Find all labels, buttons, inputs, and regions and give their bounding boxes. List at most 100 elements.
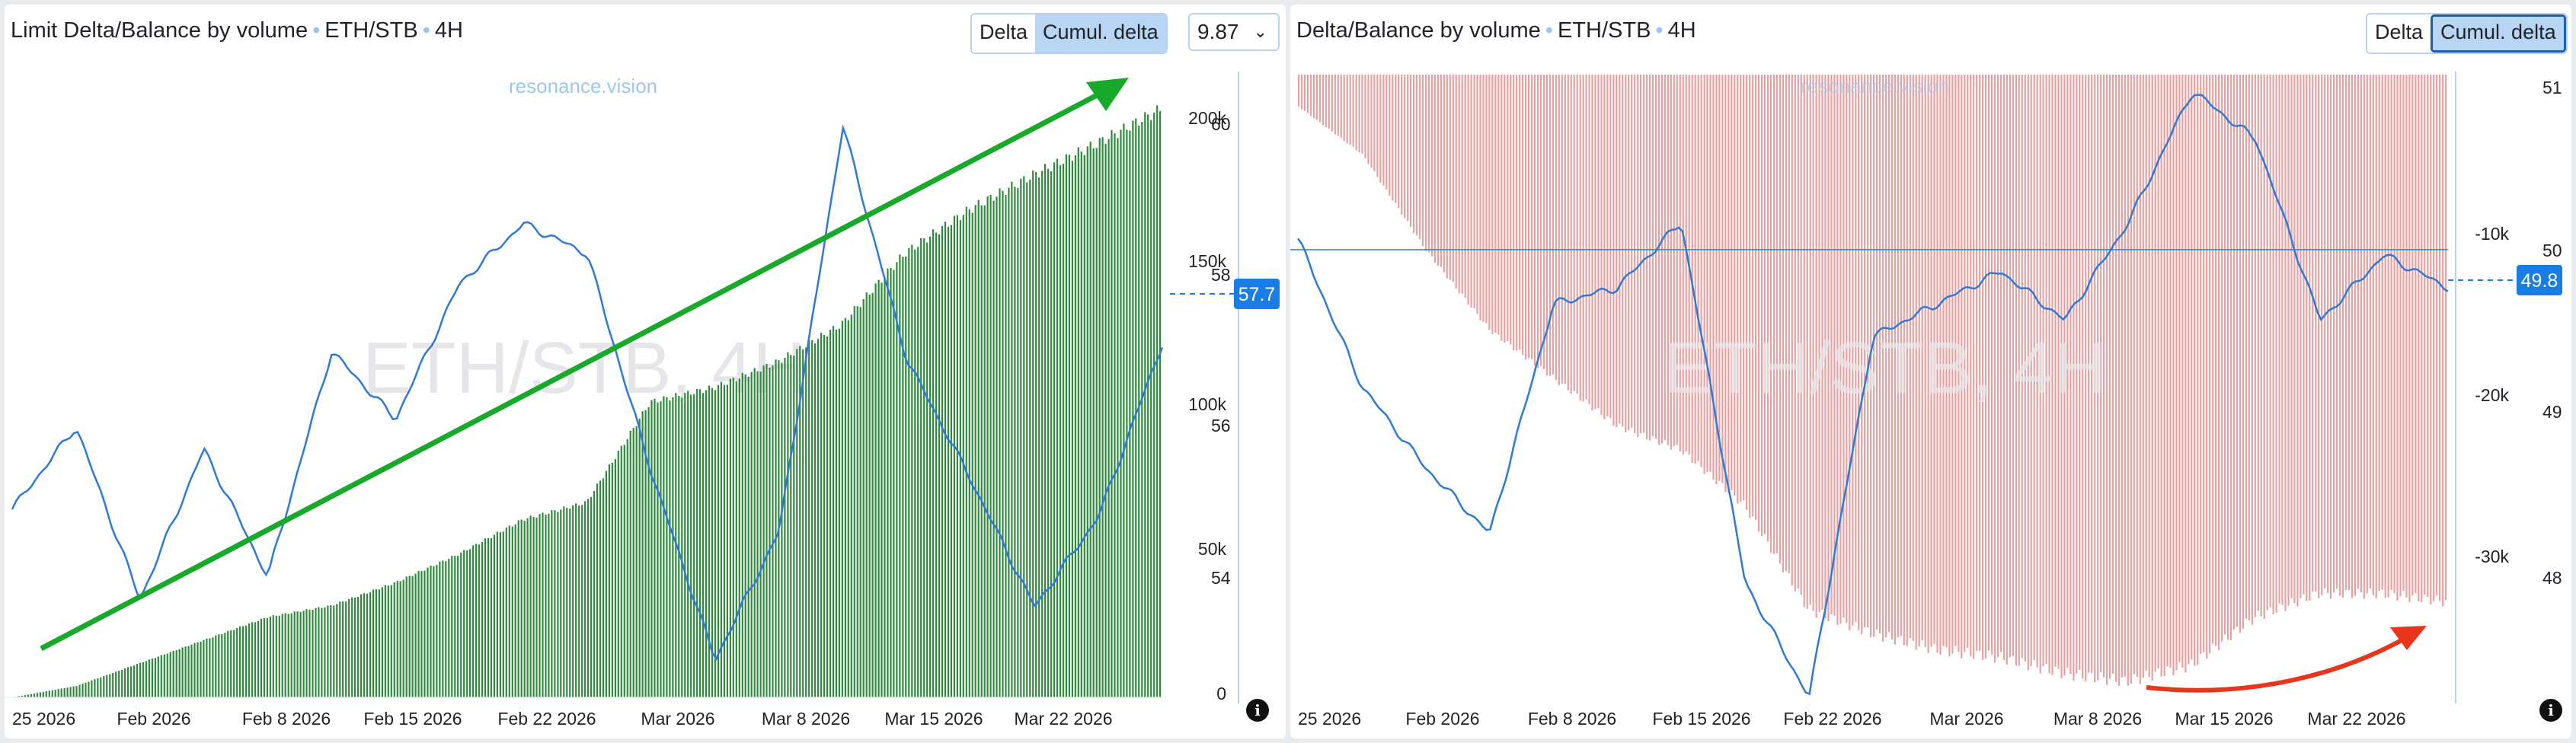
delta-bar (750, 372, 753, 697)
delta-bar (896, 262, 898, 697)
delta-bar (2012, 75, 2014, 656)
delta-bar (1839, 75, 1842, 624)
delta-bar (1328, 75, 1330, 129)
x-axis-tick: Mar 8 2026 (762, 709, 850, 729)
delta-bar (1138, 125, 1140, 698)
x-axis-tick: Feb 15 2026 (363, 709, 462, 729)
delta-bar (384, 585, 386, 697)
delta-bar (2215, 75, 2217, 646)
delta-bar (1358, 75, 1360, 153)
delta-bar (2060, 75, 2063, 678)
delta-bar (1482, 75, 1485, 322)
delta-bar (862, 298, 865, 697)
delta-bar (539, 514, 541, 697)
delta-bar (529, 515, 532, 697)
delta-bar (2405, 75, 2408, 598)
delta-bar (578, 505, 580, 697)
delta-bar (1588, 75, 1590, 404)
delta-bar (545, 515, 547, 697)
delta-bar (63, 687, 66, 697)
delta-bar (1582, 75, 1584, 402)
delta-bar (2002, 75, 2006, 660)
delta-bar (484, 538, 487, 697)
cumul-delta-option[interactable]: Cumul. delta (2431, 14, 2566, 53)
delta-bar (445, 561, 447, 697)
delta-bar (166, 653, 168, 697)
delta-bar (2151, 75, 2153, 681)
delta-bar (148, 659, 150, 697)
delta-bar (877, 279, 880, 698)
delta-bar (1056, 158, 1059, 697)
delta-bar (281, 614, 283, 697)
chart-canvas[interactable]: ETH/STB, 4H resonance.vision -10k -20k -30… (1290, 5, 2571, 738)
delta-bar (1700, 75, 1702, 467)
delta-bar (708, 385, 711, 697)
delta-bar (378, 589, 380, 697)
delta-bar (1779, 75, 1781, 564)
delta-bar (287, 614, 289, 697)
delta-bar (2336, 75, 2338, 589)
info-icon[interactable]: i (2539, 699, 2562, 722)
delta-bar (2194, 75, 2196, 666)
delta-bar (853, 306, 855, 698)
delta-bar (290, 613, 292, 697)
delta-bar (36, 693, 38, 697)
chart-canvas[interactable]: ETH/STB, 4H resonance.vision 200k 150k 100… (5, 5, 1286, 738)
delta-bar (272, 615, 274, 697)
delta-bar (472, 545, 475, 697)
delta-bar (2272, 75, 2274, 614)
delta-bar (2226, 75, 2229, 640)
delta-bar (787, 352, 789, 697)
delta-bar (650, 400, 653, 697)
delta-option[interactable]: Delta (2367, 14, 2431, 53)
delta-bar (2133, 75, 2135, 674)
delta-bar (1318, 75, 1321, 123)
delta-bar (705, 390, 708, 697)
delta-bar (296, 611, 299, 697)
delta-bar (2024, 75, 2026, 662)
cumul-delta-option[interactable]: Cumul. delta (1035, 14, 1166, 53)
delta-bar (2178, 75, 2181, 663)
info-icon[interactable]: i (1246, 699, 1269, 722)
delta-bar (1364, 75, 1366, 159)
delta-mode-toggle[interactable]: Delta Cumul. delta (970, 13, 1168, 54)
delta-option[interactable]: Delta (972, 14, 1036, 53)
delta-bar (1020, 178, 1022, 698)
delta-bar (2114, 75, 2117, 682)
delta-bar (523, 521, 526, 697)
delta-bar (2100, 75, 2102, 673)
delta-bar (178, 649, 181, 697)
x-axis-tick: Mar 8 2026 (2053, 709, 2142, 729)
delta-bar (1573, 75, 1575, 391)
delta-bar (2369, 75, 2371, 588)
delta-bar (212, 637, 214, 697)
delta-bar (965, 206, 967, 697)
delta-bar (508, 525, 510, 697)
delta-bar (1074, 155, 1076, 697)
delta-bar (154, 658, 156, 697)
delta-bar (1634, 75, 1636, 433)
delta-bar (42, 691, 44, 697)
delta-bar (387, 585, 389, 697)
delta-bar (871, 292, 874, 697)
delta-bar (1942, 75, 1945, 646)
delta-bar (2236, 75, 2238, 627)
delta-bar (1982, 75, 1984, 660)
delta-bar (563, 506, 565, 697)
watermark: ETH/STB, 4H (363, 327, 805, 409)
delta-bar (584, 501, 586, 697)
delta-bar (2439, 75, 2441, 601)
delta-bar (54, 690, 56, 697)
delta-bar (520, 519, 523, 697)
delta-bar (2139, 75, 2141, 684)
delta-bar (1507, 75, 1509, 341)
volume-select[interactable]: 9.87 ⌄ (1188, 13, 1280, 51)
delta-bar (1144, 112, 1146, 698)
delta-bar (608, 464, 610, 697)
delta-bar (100, 677, 102, 697)
delta-bar (1346, 75, 1348, 144)
delta-bar (1095, 148, 1098, 698)
delta-mode-toggle[interactable]: Delta Cumul. delta (2366, 13, 2568, 54)
delta-bar (1933, 75, 1935, 644)
delta-bar (1367, 75, 1369, 164)
